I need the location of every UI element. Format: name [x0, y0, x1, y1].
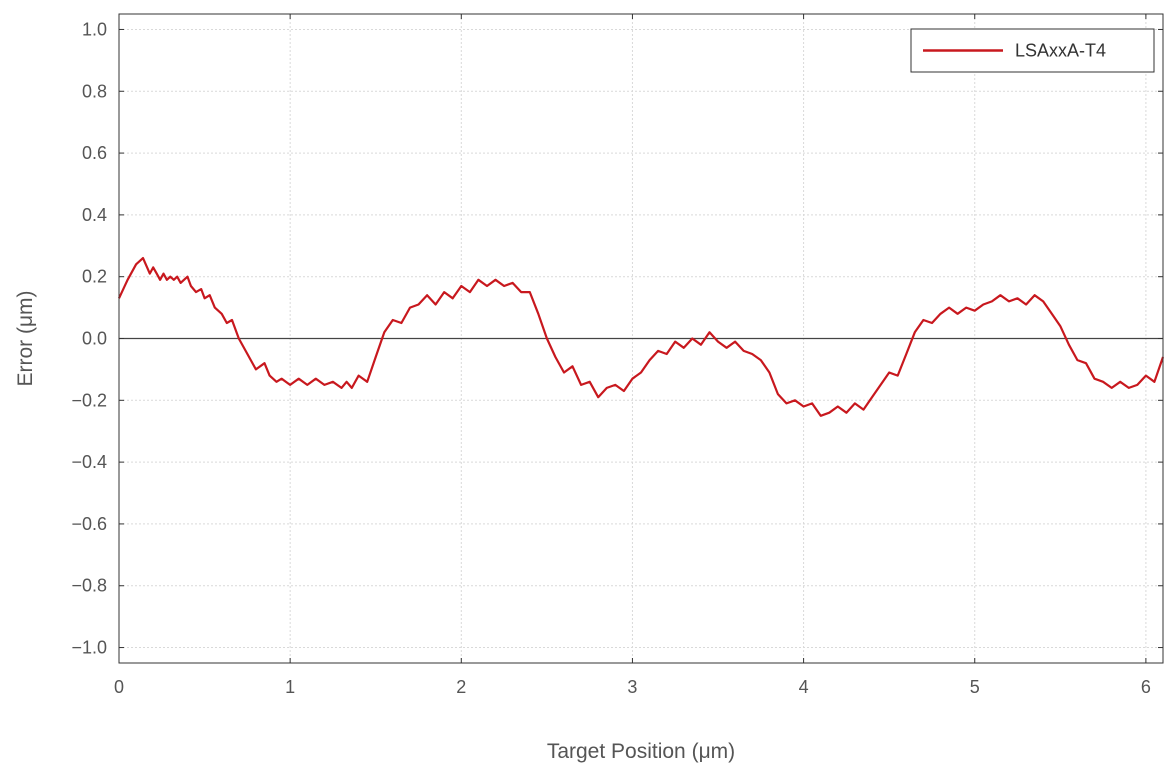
x-tick-label: 3	[627, 677, 637, 697]
y-tick-label: 0.2	[82, 267, 107, 287]
y-tick-label: 0.6	[82, 143, 107, 163]
y-tick-label: 1.0	[82, 19, 107, 39]
y-tick-label: −1.0	[71, 638, 107, 658]
series-group	[118, 257, 1164, 417]
y-tick-label: −0.4	[71, 452, 107, 472]
series-line-0	[118, 257, 1164, 417]
x-axis-label: Target Position (μm)	[547, 740, 735, 763]
y-tick-label: −0.6	[71, 514, 107, 534]
y-axis-label: Error (μm)	[14, 290, 37, 386]
x-tick-label: 2	[456, 677, 466, 697]
x-tick-label: 4	[799, 677, 809, 697]
legend: LSAxxA-T4	[910, 28, 1155, 73]
y-tick-label: 0.0	[82, 329, 107, 349]
x-tick-label: 6	[1141, 677, 1151, 697]
x-axis-ticks: 0 1 2 3 4 5 6	[114, 14, 1151, 697]
y-tick-label: −0.8	[71, 576, 107, 596]
y-tick-label: −0.2	[71, 390, 107, 410]
x-tick-label: 0	[114, 677, 124, 697]
y-axis-ticks: 1.0 0.8 0.6 0.4 0.2 0.0 −0.2 −0.4 −0.6 −0.8 −1.0	[71, 19, 1163, 658]
y-tick-label: 0.4	[82, 205, 107, 225]
legend-label: LSAxxA-T4	[1015, 41, 1106, 61]
x-tick-label: 5	[970, 677, 980, 697]
x-tick-label: 1	[285, 677, 295, 697]
y-tick-label: 0.8	[82, 81, 107, 101]
